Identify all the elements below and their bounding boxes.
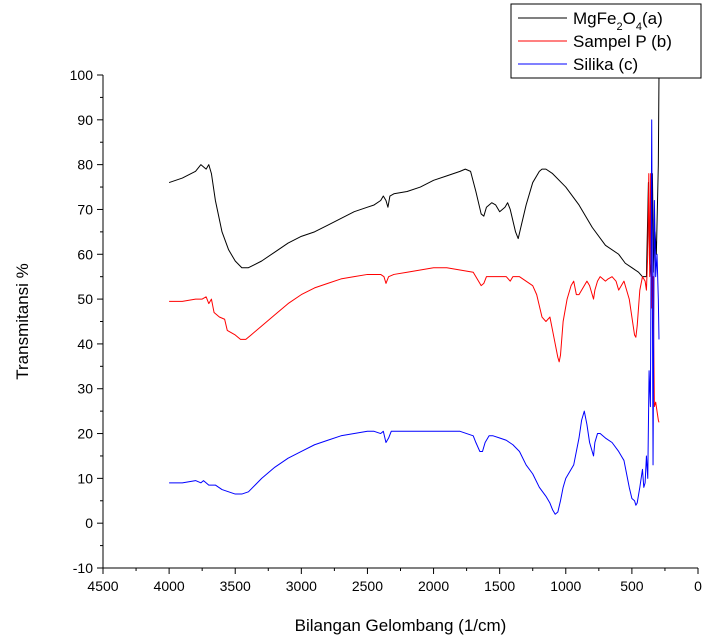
legend-label-2: Sampel P (b): [573, 32, 672, 51]
y-tick-label: 50: [77, 291, 93, 307]
x-tick-label: 500: [620, 578, 644, 594]
y-tick-label: -10: [73, 560, 93, 576]
x-tick-label: 2000: [418, 578, 449, 594]
y-tick-label: 90: [77, 112, 93, 128]
series-line-3: [169, 119, 660, 515]
y-tick-label: 10: [77, 470, 93, 486]
y-tick-label: 30: [77, 381, 93, 397]
legend-label-3: Silika (c): [573, 55, 638, 74]
legend: MgFe2O4(a)Sampel P (b) Silika (c): [510, 3, 702, 79]
ticks-layer: 4500 4000 3500 3000 2500 2000 1500 1000 500 0 -10 0…: [70, 67, 702, 594]
y-axis-title: Transmitansi %: [13, 263, 32, 380]
y-tick-label: 100: [70, 67, 94, 83]
y-tick-label: 20: [77, 426, 93, 442]
x-tick-label: 3500: [220, 578, 251, 594]
x-tick-label: 1500: [484, 578, 515, 594]
series-line-1: [168, 74, 660, 278]
x-tick-label: 2500: [352, 578, 383, 594]
x-axis-title: Bilangan Gelombang (1/cm): [295, 616, 507, 635]
x-tick-label: 3000: [286, 578, 317, 594]
y-tick-label: 40: [77, 336, 93, 352]
x-tick-label: 1000: [550, 578, 581, 594]
x-tick-label: 4500: [87, 578, 118, 594]
legend-label-1: MgFe2O4(a): [573, 9, 663, 33]
series-layer: [168, 74, 660, 515]
series-line-2: [169, 173, 660, 423]
y-tick-label: 60: [77, 246, 93, 262]
y-tick-label: 0: [85, 515, 93, 531]
axes-layer: [102, 75, 698, 569]
x-tick-label: 4000: [154, 578, 185, 594]
y-tick-label: 80: [77, 157, 93, 173]
y-tick-label: 70: [77, 201, 93, 217]
x-tick-label: 0: [694, 578, 702, 594]
